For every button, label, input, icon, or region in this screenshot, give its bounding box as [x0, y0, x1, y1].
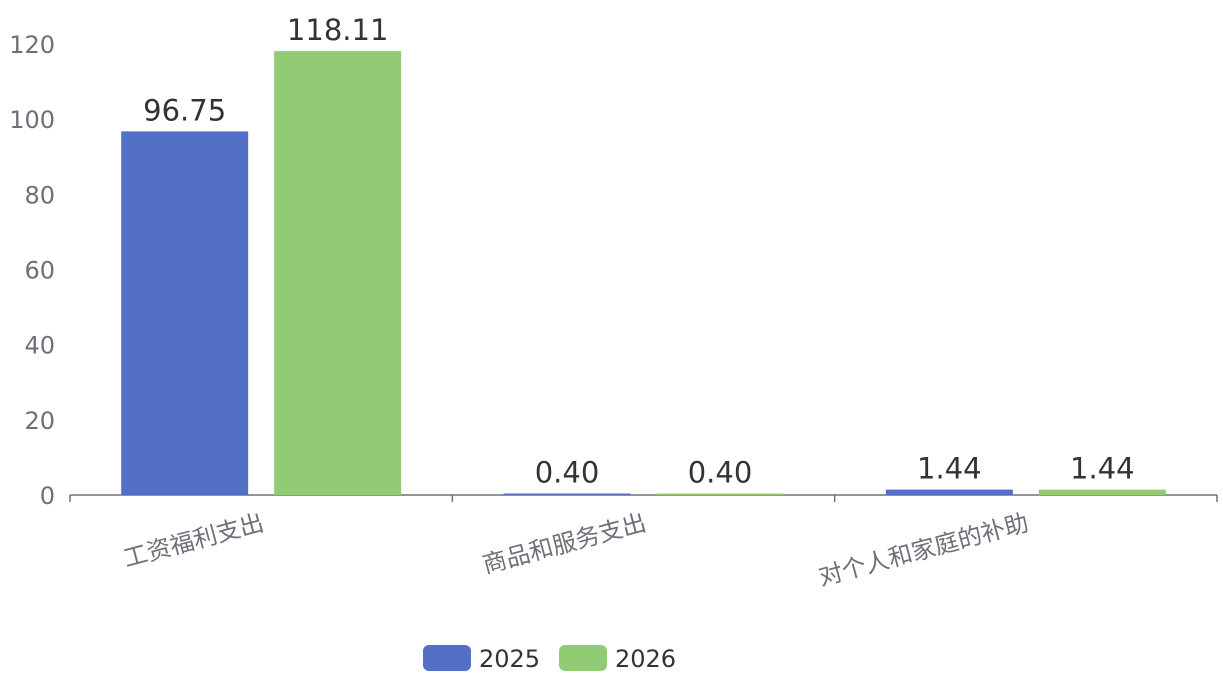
- x-category-label: 对个人和家庭的补助: [816, 508, 1032, 591]
- legend-swatch-2026[interactable]: [559, 645, 607, 671]
- bar-2026[interactable]: [274, 51, 402, 496]
- data-label: 0.40: [688, 455, 753, 489]
- x-category-label: 商品和服务支出: [480, 508, 650, 579]
- data-label: 118.11: [287, 13, 388, 47]
- y-tick-label: 40: [24, 332, 55, 360]
- data-label: 1.44: [917, 452, 982, 486]
- bar-2025[interactable]: [121, 131, 249, 495]
- legend-label[interactable]: 2026: [615, 645, 676, 673]
- y-tick-label: 20: [24, 407, 55, 435]
- y-tick-label: 100: [9, 106, 55, 134]
- data-label: 1.44: [1070, 452, 1135, 486]
- y-tick-label: 120: [9, 31, 55, 59]
- data-label: 96.75: [143, 93, 226, 127]
- bar-2026[interactable]: [656, 493, 784, 495]
- bar-2025[interactable]: [503, 493, 631, 495]
- legend-swatch-2025[interactable]: [423, 645, 471, 671]
- bar-2025[interactable]: [885, 489, 1013, 495]
- data-label: 0.40: [535, 455, 600, 489]
- y-tick-label: 80: [24, 181, 55, 209]
- y-tick-label: 60: [24, 257, 55, 285]
- legend-label[interactable]: 2025: [479, 645, 540, 673]
- x-category-label: 工资福利支出: [120, 508, 266, 572]
- y-tick-label: 0: [40, 482, 55, 510]
- bar-2026[interactable]: [1038, 489, 1166, 495]
